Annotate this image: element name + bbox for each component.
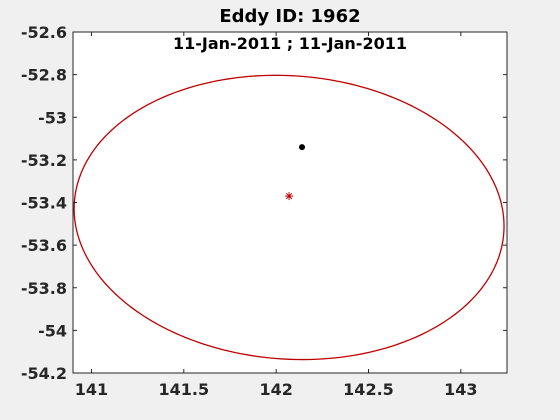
- y-tick-label: -53.2: [21, 151, 67, 170]
- chart-title: Eddy ID: 1962: [219, 6, 360, 27]
- x-tick-label: 141: [75, 380, 108, 399]
- x-tick-label: 142: [259, 380, 292, 399]
- data-point-asterisk: [285, 192, 294, 201]
- y-tick-label: -53.6: [21, 236, 67, 255]
- y-tick-label: -54: [38, 321, 67, 340]
- y-tick-label: -53: [38, 108, 67, 127]
- x-tick-label: 141.5: [159, 380, 210, 399]
- plot-area: [73, 32, 507, 373]
- chart-subtitle: 11-Jan-2011 ; 11-Jan-2011: [173, 34, 407, 53]
- y-tick-label: -53.8: [21, 279, 67, 298]
- y-tick-label: -52.6: [21, 23, 67, 42]
- y-tick-label: -54.2: [21, 364, 67, 383]
- y-tick-label: -52.8: [21, 66, 67, 85]
- y-tick-label: -53.4: [21, 194, 67, 213]
- x-tick-label: 143: [444, 380, 477, 399]
- data-point-dot: [299, 144, 306, 151]
- eddy-contour: [73, 74, 505, 361]
- x-tick-label: 142.5: [343, 380, 394, 399]
